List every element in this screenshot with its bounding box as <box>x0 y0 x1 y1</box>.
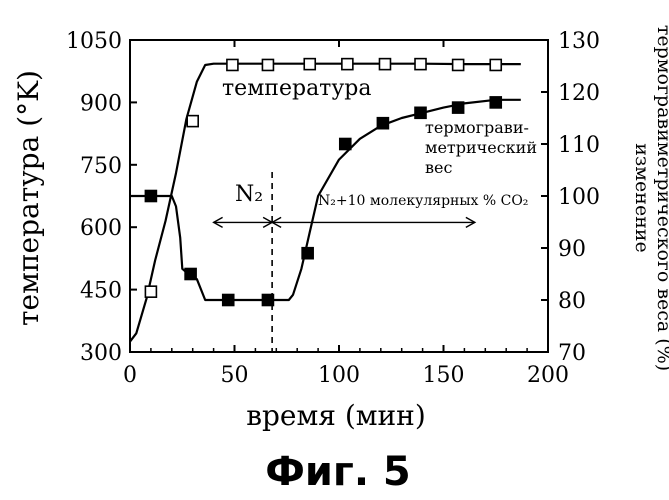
tg-series-label-line3: вес <box>425 158 452 177</box>
x-tick-label: 50 <box>221 363 249 388</box>
y2-tick-label: 100 <box>558 185 600 210</box>
tg-weight-marker <box>453 102 464 113</box>
x-tick-label: 200 <box>527 363 569 388</box>
y2-tick-label: 130 <box>558 29 600 54</box>
tg-weight-marker <box>223 295 234 306</box>
y-tick-label: 300 <box>80 341 122 366</box>
temperature-marker <box>227 59 238 70</box>
tg-weight-marker <box>340 139 351 150</box>
x-tick-label: 150 <box>423 363 465 388</box>
y2-tick-label: 80 <box>558 289 586 314</box>
y-tick-label: 450 <box>80 279 122 304</box>
tg-weight-marker <box>415 107 426 118</box>
y-tick-label: 600 <box>80 216 122 241</box>
temperature-marker <box>145 286 156 297</box>
temperature-marker <box>415 59 426 70</box>
x-tick-label: 100 <box>318 363 360 388</box>
temperature-marker <box>490 59 501 70</box>
n2co2-label: N₂+10 молекулярных % CO₂ <box>318 193 528 209</box>
y-tick-label: 750 <box>80 154 122 179</box>
y2-tick-label: 120 <box>558 81 600 106</box>
y-tick-label: 1050 <box>66 29 122 54</box>
temperature-marker <box>342 59 353 70</box>
y2-axis-title-line1: изменение <box>631 143 653 253</box>
tg-weight-marker <box>145 191 156 202</box>
x-axis-title: время (мин) <box>246 399 426 432</box>
temperature-marker <box>379 59 390 70</box>
temperature-marker <box>304 59 315 70</box>
y2-tick-label: 110 <box>558 133 600 158</box>
y2-axis-title-line2: термогравиметрического веса (%) <box>653 25 669 371</box>
temperature-marker <box>262 59 273 70</box>
tg-weight-marker <box>302 248 313 259</box>
tg-weight-marker <box>490 97 501 108</box>
y-axis-title: температура (°K) <box>12 70 45 326</box>
temperature-marker <box>187 116 198 127</box>
y-tick-label: 900 <box>80 91 122 116</box>
y2-tick-label: 90 <box>558 237 586 262</box>
tg-series-label-line1: термограви- <box>425 118 529 137</box>
x-tick-label: 0 <box>123 363 137 388</box>
temperature-series-label: температура <box>222 76 372 101</box>
tg-weight-marker <box>377 118 388 129</box>
temperature-marker <box>453 59 464 70</box>
n2-label: N₂ <box>235 182 263 207</box>
annotations: температура термограви-метрическийвес N₂ N₂… <box>214 76 537 352</box>
tg-weight-marker <box>185 269 196 280</box>
figure-caption: Фиг. 5 <box>265 449 411 495</box>
y2-tick-label: 70 <box>558 341 586 366</box>
tg-series-label-line2: метрический <box>425 138 537 157</box>
